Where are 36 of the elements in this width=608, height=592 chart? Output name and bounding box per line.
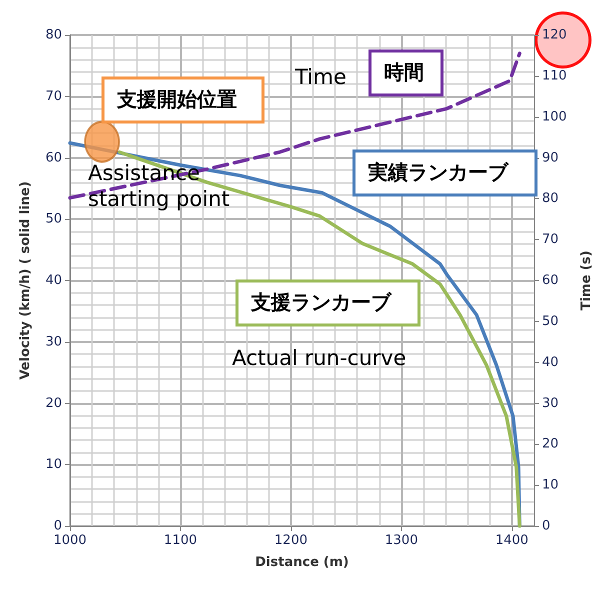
y-tick-label: 80: [45, 28, 62, 42]
y-tick-label: 30: [45, 334, 62, 350]
series-label: 支援ランカーブ: [250, 290, 392, 314]
annotation: Time: [294, 65, 346, 89]
annotation: Actual run-curve: [232, 346, 406, 370]
x-tick-label: 1400: [495, 533, 528, 548]
y2-axis-title: Time (s): [579, 250, 594, 310]
y-tick-label: 50: [45, 212, 62, 227]
y2-tick-label: 10: [542, 478, 559, 493]
y-tick-label: 40: [45, 273, 62, 288]
y-tick-label: 60: [45, 150, 62, 166]
y2-tick-label: 100: [542, 109, 567, 124]
y2-tick-label: 30: [542, 396, 559, 411]
y-tick-label: 10: [45, 457, 62, 472]
y2-tick-label: 80: [542, 191, 559, 206]
y2-tick-label: 90: [542, 150, 559, 166]
x-tick-label: 1000: [53, 533, 87, 548]
y2-tick-label: 40: [542, 354, 559, 370]
y-tick-label: 20: [45, 396, 62, 411]
annotation: 支援開始位置: [116, 87, 237, 111]
y2-tick-label: 110: [542, 68, 567, 84]
y-axis-title: Velocity (km/h) ( solid line): [18, 181, 33, 380]
x-tick-label: 1100: [164, 533, 198, 548]
x-axis-title: Distance (m): [255, 555, 349, 570]
y2-tick-label: 50: [542, 314, 559, 329]
y2-tick-label: 70: [542, 232, 559, 248]
y2-tick-label: 0: [542, 518, 550, 534]
y2-tick-label: 20: [542, 436, 559, 452]
x-tick-label: 1200: [274, 533, 308, 548]
y2-tick-label: 120: [542, 28, 567, 42]
y2-tick-label: 60: [542, 273, 559, 288]
series-label: 実績ランカーブ: [367, 160, 509, 184]
series-label: 時間: [384, 60, 424, 84]
y-tick-label: 70: [45, 88, 62, 104]
y-tick-label: 0: [54, 518, 62, 534]
x-tick-label: 1300: [384, 533, 418, 548]
